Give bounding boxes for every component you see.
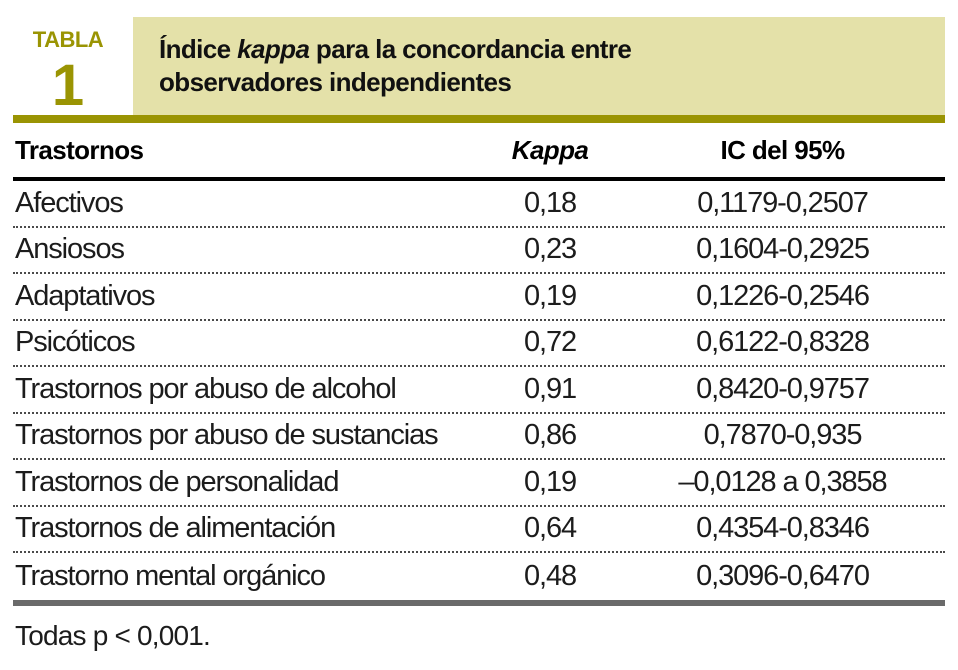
table-row: Trastornos por abuso de alcohol 0,91 0,842… [13, 367, 945, 414]
cell-trastorno: Psicóticos [15, 326, 136, 359]
cell-ic95: 0,8420-0,9757 [696, 372, 870, 405]
cell-trastorno: Afectivos [15, 186, 124, 219]
title-line1-pre: Índice [159, 34, 238, 64]
title-line2: observadores independientes [159, 67, 512, 97]
cell-kappa: 0,91 [523, 372, 577, 405]
olive-rule [13, 115, 945, 123]
column-header-trastornos: Trastornos [15, 134, 144, 165]
cell-trastorno: Trastorno mental orgánico [15, 559, 326, 592]
cell-ic95: 0,1226-0,2546 [696, 279, 870, 312]
cell-ic95: 0,4354-0,8346 [696, 512, 870, 545]
header-rule [13, 177, 945, 181]
cell-ic95: 0,3096-0,6470 [696, 559, 870, 592]
table-row: Trastorno mental orgánico 0,48 0,3096-0,64… [13, 553, 945, 600]
table-row: Afectivos 0,18 0,1179-0,2507 [13, 181, 945, 228]
column-header-kappa: Kappa [511, 134, 589, 165]
cell-kappa: 0,18 [523, 186, 577, 219]
cell-trastorno: Trastornos de alimentación [15, 512, 336, 545]
cell-ic95: 0,1604-0,2925 [696, 233, 870, 266]
title-kappa-italic: kappa [237, 34, 310, 64]
bottom-rule [13, 599, 945, 606]
cell-ic95: –0,0128 a 0,3858 [678, 465, 887, 498]
cell-kappa: 0,86 [523, 419, 577, 452]
cell-trastorno: Trastornos de personalidad [15, 465, 339, 498]
cell-ic95: 0,7870-0,935 [703, 419, 863, 452]
cell-kappa: 0,23 [523, 233, 577, 266]
table-title: Índice kappa para la concordancia entre … [133, 33, 632, 99]
table-row: Ansiosos 0,23 0,1604-0,2925 [13, 228, 945, 274]
footnote: Todas p < 0,001. [15, 620, 211, 651]
cell-trastorno: Ansiosos [15, 233, 125, 266]
table-body: Afectivos 0,18 0,1179-0,2507 Ansiosos 0,23 0,… [13, 181, 945, 600]
cell-kappa: 0,19 [523, 465, 577, 498]
cell-kappa: 0,72 [523, 326, 577, 359]
cell-kappa: 0,48 [523, 559, 577, 592]
cell-trastorno: Adaptativos [15, 279, 156, 312]
table-row: Trastornos de personalidad 0,19 –0,0128 a … [13, 460, 945, 507]
table-badge-number: 1 [51, 53, 85, 118]
data-table: Trastornos Kappa IC del 95% Afectivos 0,1… [13, 123, 945, 606]
table-title-bar: Índice kappa para la concordancia entre … [133, 17, 945, 115]
table-row: Trastornos por abuso de sustancias 0,86 0,… [13, 414, 945, 460]
cell-kappa: 0,64 [523, 512, 577, 545]
table-badge-label: TABLA [32, 27, 104, 52]
column-header-ic95: IC del 95% [720, 134, 845, 165]
table-row: Psicóticos 0,72 0,6122-0,8328 [13, 321, 945, 367]
table-badge: TABLA 1 [30, 29, 106, 115]
cell-ic95: 0,1179-0,2507 [697, 186, 869, 219]
title-line1-post: para la concordancia entre [309, 34, 632, 64]
cell-kappa: 0,19 [523, 279, 577, 312]
table-row: Trastornos de alimentación 0,64 0,4354-0,8… [13, 507, 945, 553]
table-row: Adaptativos 0,19 0,1226-0,2546 [13, 274, 945, 321]
cell-trastorno: Trastornos por abuso de alcohol [15, 372, 397, 405]
cell-trastorno: Trastornos por abuso de sustancias [15, 419, 439, 452]
cell-ic95: 0,6122-0,8328 [696, 326, 870, 359]
table-header-row: Trastornos Kappa IC del 95% [13, 123, 945, 177]
